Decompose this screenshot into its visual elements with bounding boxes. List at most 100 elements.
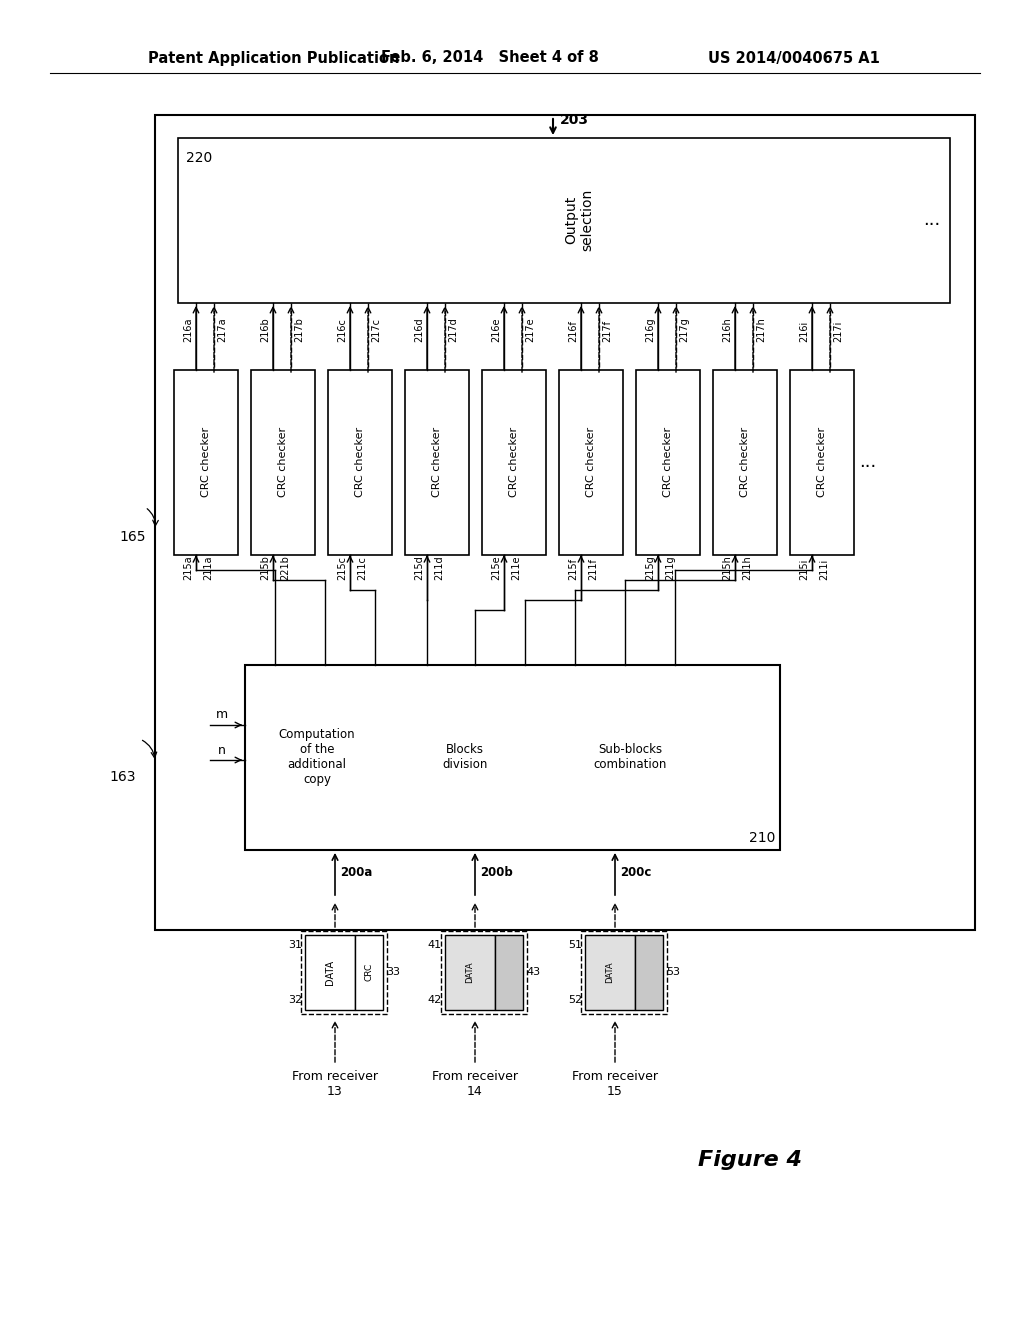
Bar xyxy=(305,935,355,1010)
Text: CRC checker: CRC checker xyxy=(663,426,673,498)
Text: 217e: 217e xyxy=(525,317,535,342)
Text: 41: 41 xyxy=(428,940,442,950)
Text: 163: 163 xyxy=(110,770,136,784)
Text: 217i: 217i xyxy=(833,321,843,342)
Text: From receiver
13: From receiver 13 xyxy=(292,1071,378,1098)
Text: 211c: 211c xyxy=(357,556,367,579)
Text: 43: 43 xyxy=(526,968,540,977)
Text: Sub-blocks
combination: Sub-blocks combination xyxy=(593,743,667,771)
Text: Blocks
division: Blocks division xyxy=(442,743,487,771)
Text: 211i: 211i xyxy=(819,558,829,579)
Text: 217a: 217a xyxy=(217,317,227,342)
Text: ...: ... xyxy=(859,453,877,471)
Text: 215a: 215a xyxy=(183,556,193,579)
Text: 216g: 216g xyxy=(645,317,655,342)
Text: 220: 220 xyxy=(186,150,212,165)
Text: 215c: 215c xyxy=(337,556,347,579)
Text: 42: 42 xyxy=(428,995,442,1005)
Text: Feb. 6, 2014   Sheet 4 of 8: Feb. 6, 2014 Sheet 4 of 8 xyxy=(381,50,599,66)
Text: 216b: 216b xyxy=(260,317,270,342)
Text: 216a: 216a xyxy=(183,318,193,342)
Text: CRC checker: CRC checker xyxy=(278,426,288,498)
Text: From receiver
14: From receiver 14 xyxy=(432,1071,518,1098)
Text: 221b: 221b xyxy=(280,556,290,579)
Text: Computation
of the
additional
copy: Computation of the additional copy xyxy=(279,729,355,785)
Text: 216f: 216f xyxy=(568,321,578,342)
Text: 215b: 215b xyxy=(260,556,270,579)
Text: DATA: DATA xyxy=(605,961,614,983)
Text: From receiver
15: From receiver 15 xyxy=(572,1071,658,1098)
Text: 216i: 216i xyxy=(799,321,809,342)
Bar xyxy=(406,370,469,554)
Text: 216d: 216d xyxy=(414,317,424,342)
Text: 216e: 216e xyxy=(490,318,501,342)
Text: 217h: 217h xyxy=(756,317,766,342)
Bar xyxy=(301,931,387,1014)
Text: 215e: 215e xyxy=(490,556,501,579)
Text: US 2014/0040675 A1: US 2014/0040675 A1 xyxy=(709,50,880,66)
Text: DATA: DATA xyxy=(325,960,335,985)
Text: 217f: 217f xyxy=(602,319,612,342)
Bar xyxy=(251,370,315,554)
Bar xyxy=(581,931,667,1014)
Text: 215d: 215d xyxy=(414,556,424,579)
Text: 217b: 217b xyxy=(294,317,304,342)
Bar xyxy=(559,370,623,554)
Text: 200c: 200c xyxy=(620,866,651,879)
Text: Patent Application Publication: Patent Application Publication xyxy=(148,50,399,66)
Text: 211g: 211g xyxy=(665,556,675,579)
Text: Figure 4: Figure 4 xyxy=(698,1150,802,1170)
Text: CRC: CRC xyxy=(365,962,374,981)
Bar xyxy=(355,935,383,1010)
Bar xyxy=(713,370,777,554)
Text: CRC checker: CRC checker xyxy=(355,426,365,498)
Bar xyxy=(790,370,854,554)
Text: 217c: 217c xyxy=(371,318,381,342)
Text: 215i: 215i xyxy=(799,558,809,579)
Bar xyxy=(495,935,523,1010)
Text: 165: 165 xyxy=(120,531,146,544)
Bar xyxy=(441,931,527,1014)
Text: 215h: 215h xyxy=(722,556,732,579)
Bar xyxy=(635,935,663,1010)
Text: n: n xyxy=(218,743,226,756)
Text: CRC checker: CRC checker xyxy=(509,426,519,498)
Text: 53: 53 xyxy=(666,968,680,977)
Bar xyxy=(445,935,495,1010)
Text: CRC checker: CRC checker xyxy=(432,426,442,498)
Text: Output
selection: Output selection xyxy=(564,189,595,251)
Bar xyxy=(585,935,635,1010)
Text: 216c: 216c xyxy=(337,318,347,342)
Text: 31: 31 xyxy=(288,940,302,950)
Text: 217d: 217d xyxy=(449,317,458,342)
Text: 215f: 215f xyxy=(568,558,578,579)
Text: 211h: 211h xyxy=(742,556,752,579)
Bar xyxy=(245,665,780,850)
Text: CRC checker: CRC checker xyxy=(586,426,596,498)
Text: CRC checker: CRC checker xyxy=(201,426,211,498)
Bar xyxy=(155,115,975,931)
Text: 32: 32 xyxy=(288,995,302,1005)
Text: 210: 210 xyxy=(749,832,775,845)
Text: 217g: 217g xyxy=(679,317,689,342)
Bar xyxy=(328,370,392,554)
Text: 203: 203 xyxy=(560,114,589,127)
Text: 200a: 200a xyxy=(340,866,373,879)
Text: 51: 51 xyxy=(568,940,582,950)
Text: 211a: 211a xyxy=(203,556,213,579)
Text: ...: ... xyxy=(924,211,941,228)
Text: 216h: 216h xyxy=(722,317,732,342)
Text: 52: 52 xyxy=(568,995,582,1005)
Text: 211f: 211f xyxy=(588,558,598,579)
Bar xyxy=(174,370,238,554)
Text: 33: 33 xyxy=(386,968,400,977)
Text: CRC checker: CRC checker xyxy=(740,426,750,498)
Text: 200b: 200b xyxy=(480,866,513,879)
Text: DATA: DATA xyxy=(466,961,474,983)
Text: 215g: 215g xyxy=(645,556,655,579)
Text: 211e: 211e xyxy=(511,556,521,579)
Text: m: m xyxy=(216,709,228,722)
Text: 211d: 211d xyxy=(434,556,444,579)
Bar xyxy=(178,139,950,304)
Text: CRC checker: CRC checker xyxy=(817,426,827,498)
